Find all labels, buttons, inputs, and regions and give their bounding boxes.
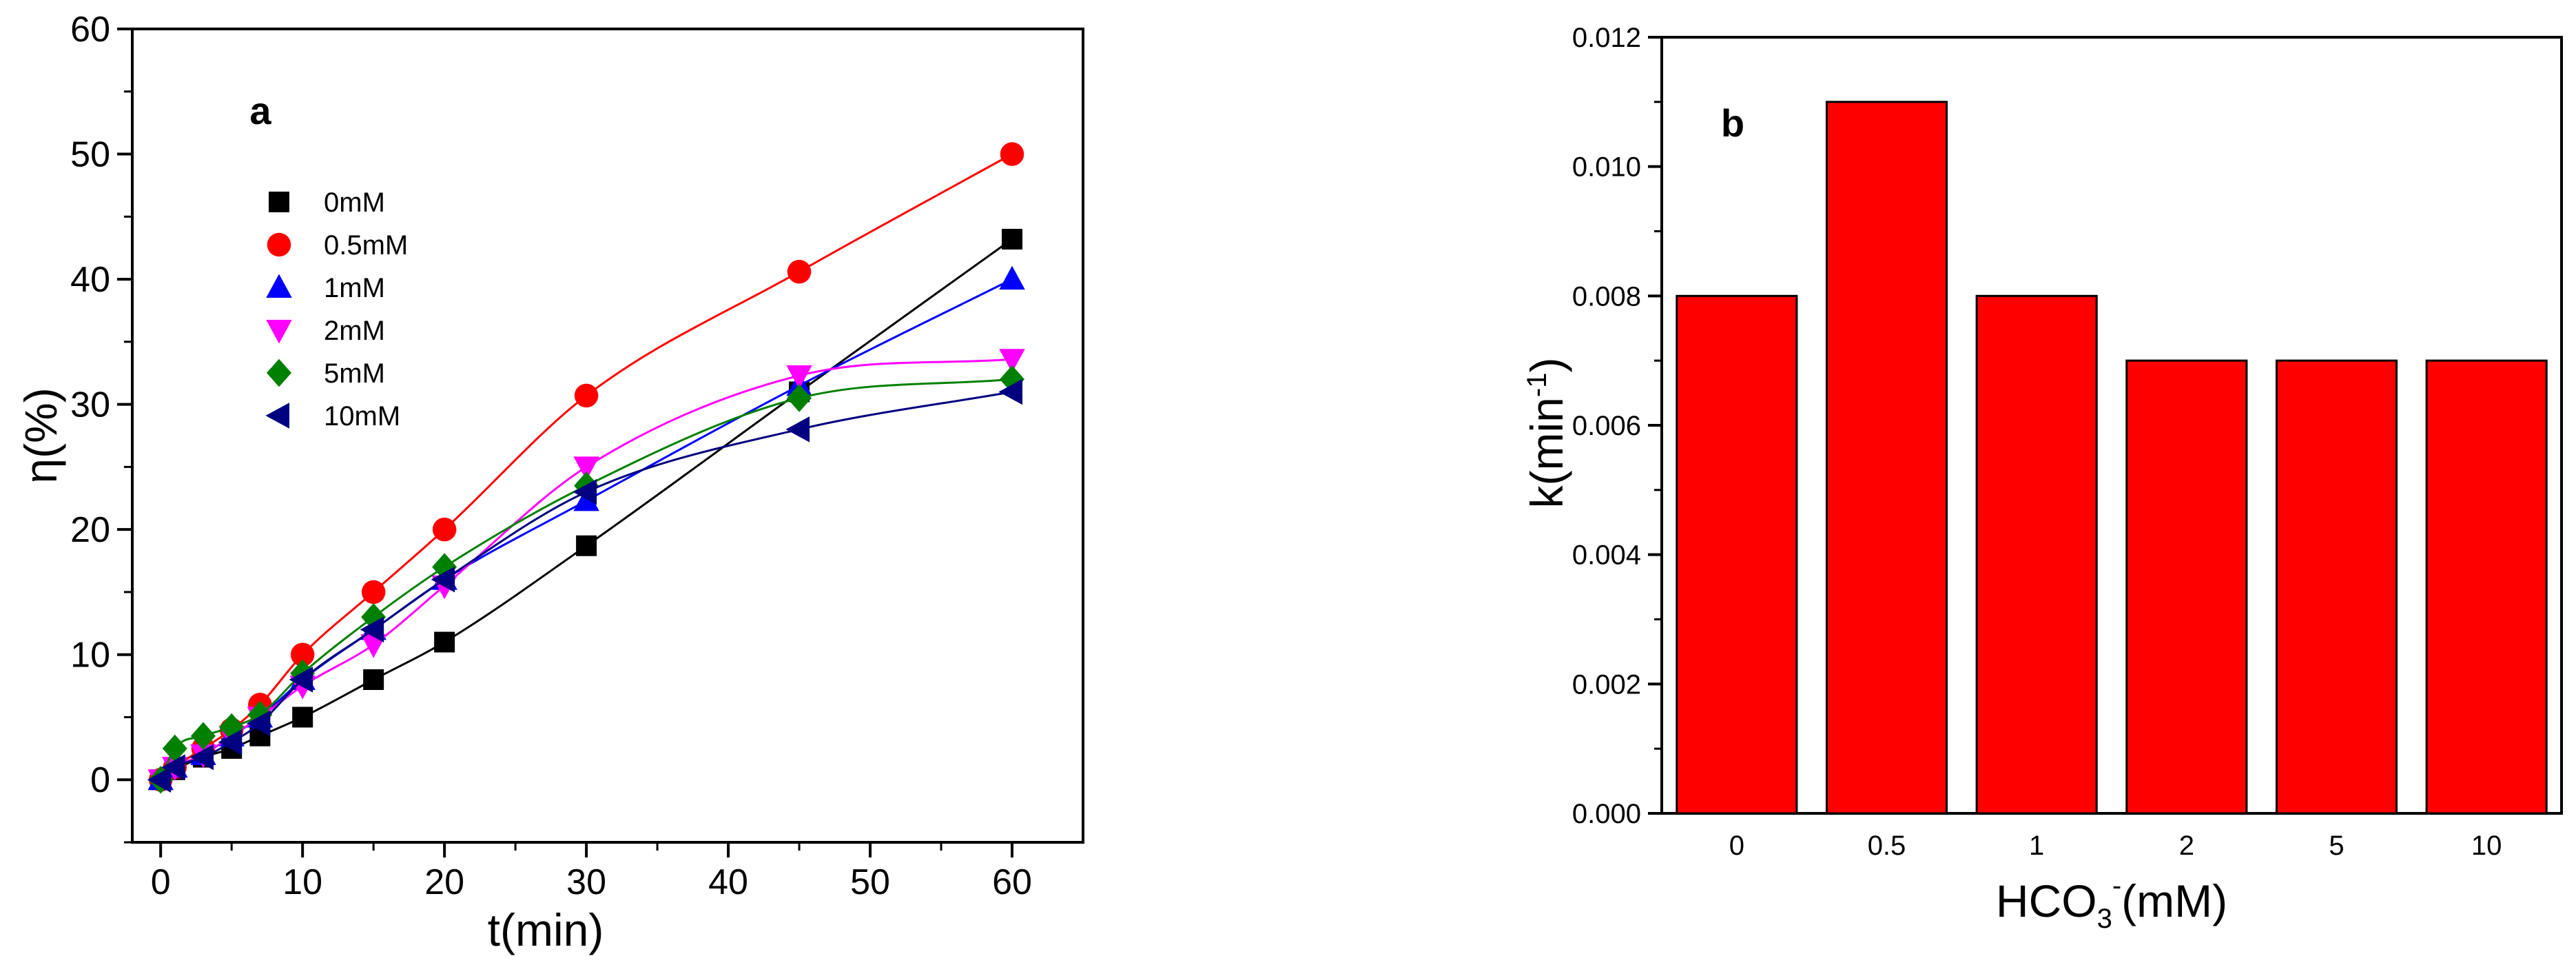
x-tick-label: 1 [2029,831,2044,861]
data-point [576,535,597,556]
y-axis-title-superscript: -1 [1522,373,1552,398]
x-tick-label: 20 [424,862,464,902]
legend: 0mM 0.5mM 1mM 2mM 5mM 10mM [265,187,408,431]
data-point [432,517,457,542]
legend-label: 5mM [324,358,385,389]
legend-marker [267,358,291,387]
y-axis-title-main: k(min [1521,397,1572,508]
x-tick-label: 0 [151,862,171,902]
y-axis-title: k(min-1) [1521,358,1572,509]
data-point [292,707,313,728]
data-point [147,766,172,793]
x-axis-title-superscript: - [2112,871,2121,901]
fit-curve-5mM [159,378,1013,780]
legend-marker [267,232,291,257]
data-point [573,478,597,505]
data-point [290,642,315,667]
y-tick-label: 30 [70,385,110,425]
data-point [1000,142,1024,166]
data-point [161,754,185,780]
legend-marker [266,274,292,298]
x-tick-label: 0 [1729,831,1744,861]
data-point [218,729,243,755]
y-tick-label: 0.010 [1572,152,1641,183]
data-point [998,378,1023,405]
x-axis-title-main: HCO [1996,875,2097,926]
panel-label-a: a [249,89,271,132]
data-point [999,349,1025,373]
data-point [363,669,384,690]
data-point [573,456,599,480]
x-tick-label: 60 [992,862,1032,902]
data-point [361,580,386,605]
data-point [785,416,810,443]
bar [2125,359,2248,815]
y-tick-label: 0.008 [1572,281,1641,312]
y-tick-label: 40 [70,260,110,300]
legend-label: 0.5mM [324,230,408,261]
x-tick-label: 2 [2179,831,2194,861]
y-tick-label: 60 [70,10,110,50]
y-tick-label: 0 [90,760,110,800]
data-point [434,631,455,653]
y-tick-label: 0.004 [1572,540,1641,571]
y-tick-label: 0.012 [1572,23,1641,53]
data-point [189,744,214,771]
bar [1975,294,2098,815]
data-point [1002,228,1023,250]
y-tick-label: 50 [70,135,110,175]
series-5mM [148,365,1025,794]
panel-a-frame [131,28,1084,844]
legend-label: 0mM [324,187,385,218]
fit-curve-1mM [160,278,1013,781]
data-point [431,567,455,593]
y-axis-title: η(%) [15,387,66,483]
legend-marker [269,192,289,212]
x-axis-title: t(min) [488,904,604,955]
y-tick-label: 0.006 [1572,411,1641,441]
bar [1825,101,1948,815]
data-point [787,384,812,412]
legend-label: 2mM [324,316,385,346]
x-tick-label: 30 [566,862,606,902]
legend-marker [266,320,292,344]
panel-label-b: b [1721,101,1744,145]
y-tick-label: 20 [70,510,110,550]
data-point [190,722,216,750]
data-point [999,265,1025,290]
data-point [162,734,187,763]
y-axis-title-close: ) [1521,358,1572,373]
x-axis-title: HCO3-(mM) [1996,871,2227,934]
fit-curve-10mM [160,391,1013,781]
x-tick-label: 5 [2329,831,2344,861]
y-tick-label: 0.002 [1572,669,1641,700]
panel-b-bar-chart: 0 0.5 1 2 5 10 0.000 0.002 0.004 0.006 0.008 0.010 0… [1521,23,2563,934]
data-point [246,710,271,737]
legend-label: 1mM [324,273,385,303]
bar [1676,294,1798,815]
series-1mM [147,265,1025,791]
legend-label: 10mM [324,401,400,431]
series-10mM [147,378,1023,793]
x-tick-label: 40 [708,862,748,902]
bar [2425,359,2548,815]
data-point [574,383,599,408]
bar [2275,359,2398,815]
legend-marker [265,403,289,429]
y-tick-label: 10 [70,636,110,676]
y-tick-label: 0.000 [1572,799,1641,829]
x-tick-label: 10 [2471,831,2502,861]
data-point [787,259,812,284]
x-axis-title-unit: (mM) [2121,875,2227,926]
x-axis-title-subscript: 3 [2097,904,2112,934]
data-point [289,667,313,693]
panel-a-line-chart: 0 10 20 30 40 50 60 0 10 20 30 40 50 60 t(min) η(%) a 0mM… [15,10,1084,955]
x-tick-label: 0.5 [1868,831,1906,861]
x-tick-label: 10 [282,862,322,902]
x-tick-label: 50 [850,862,890,902]
data-point [360,616,384,643]
data-point [786,365,812,389]
